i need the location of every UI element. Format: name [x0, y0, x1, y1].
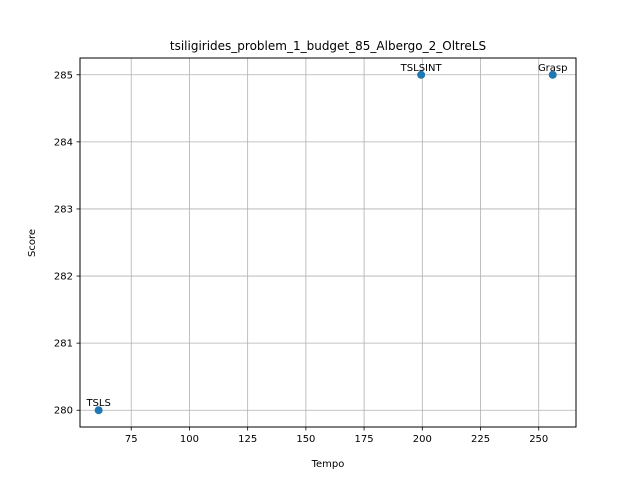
y-tick-label: 284: [54, 137, 73, 148]
plot-area-frame: [79, 57, 577, 428]
axis-ticks: 75 100 125 150 175 200 225 250 280 281 282 283 284 28…: [54, 70, 548, 445]
x-tick-label: 100: [180, 434, 199, 445]
chart-title: tsiligirides_problem_1_budget_85_Albergo…: [170, 39, 486, 53]
data-point-tslsint: [417, 70, 426, 79]
y-tick-label: 280: [54, 406, 73, 417]
y-tick-label: 283: [54, 204, 73, 215]
y-tick-label: 282: [54, 272, 73, 283]
y-axis-title: Score: [27, 229, 38, 257]
x-tick-label: 75: [125, 434, 138, 445]
y-tick-label: 285: [54, 70, 73, 81]
x-tick-label: 225: [471, 434, 490, 445]
x-tick-label: 250: [529, 434, 548, 445]
x-tick-label: 150: [296, 434, 315, 445]
x-tick-label: 125: [238, 434, 257, 445]
data-points: TSLS TSLSINT Grasp: [85, 63, 568, 415]
data-point-grasp: [548, 70, 557, 79]
point-label-tsls: TSLS: [85, 398, 110, 409]
x-tick-label: 175: [355, 434, 374, 445]
point-label-tslsint: TSLSINT: [400, 63, 443, 74]
x-axis-title: Tempo: [311, 459, 345, 470]
point-label-grasp: Grasp: [538, 63, 568, 74]
y-tick-label: 281: [54, 339, 73, 350]
data-point-tsls: [94, 406, 103, 415]
grid-lines: [80, 58, 576, 427]
x-tick-label: 200: [413, 434, 432, 445]
